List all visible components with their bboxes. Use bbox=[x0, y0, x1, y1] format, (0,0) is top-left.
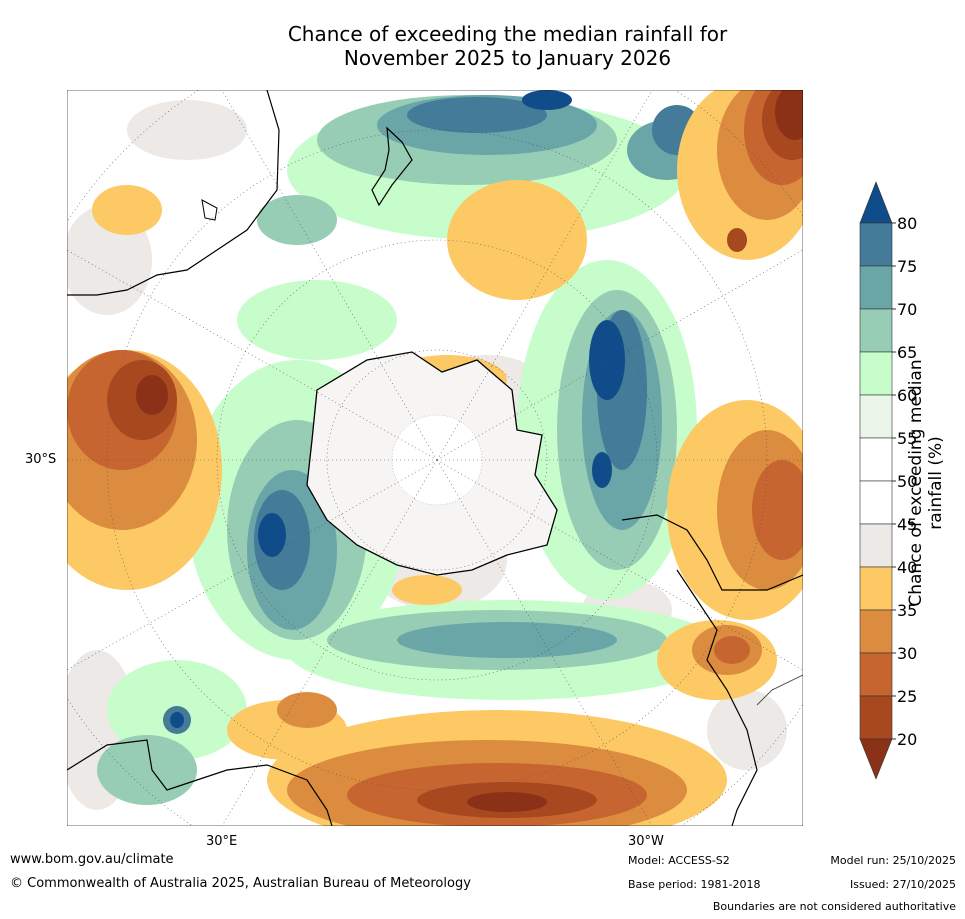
new-zealand bbox=[371, 126, 413, 207]
colorbar-segment-65-70 bbox=[859, 308, 893, 353]
footer-url[interactable]: www.bom.gov.au/climate bbox=[10, 852, 174, 867]
colorbar-segment-30-35 bbox=[859, 609, 893, 654]
colorbar-tick-label-60: 60 bbox=[897, 386, 917, 405]
rainfall-map bbox=[67, 90, 803, 826]
colorbar-arrow-bottom bbox=[859, 738, 893, 780]
madagascar bbox=[201, 199, 218, 221]
colorbar-tick-label-65: 65 bbox=[897, 343, 917, 362]
lon-label-30w: 30°W bbox=[628, 834, 664, 849]
colorbar-arrow-top bbox=[859, 181, 893, 224]
colorbar-segment-20-25 bbox=[859, 695, 893, 740]
colorbar-tick-label-30: 30 bbox=[897, 644, 917, 663]
lat-label-30s: 30°S bbox=[25, 452, 57, 467]
colorbar-segment-35-40 bbox=[859, 566, 893, 611]
colorbar-tick-label-75: 75 bbox=[897, 257, 917, 276]
south-america-east bbox=[756, 674, 803, 706]
australia-coast bbox=[67, 739, 333, 826]
map-title: Chance of exceeding the median rainfall … bbox=[60, 22, 955, 70]
lon-label-30e: 30°E bbox=[206, 834, 238, 849]
colorbar-tick-label-25: 25 bbox=[897, 687, 917, 706]
footer-disclaimer: Boundaries are not considered authoritat… bbox=[712, 900, 956, 913]
wetter-dark-blue bbox=[170, 90, 625, 728]
colorbar-tick-label-70: 70 bbox=[897, 300, 917, 319]
footer-base-period: Base period: 1981-2018 bbox=[628, 878, 761, 891]
colorbar-segment-45-50 bbox=[859, 480, 893, 525]
colorbar-tick-label-35: 35 bbox=[897, 601, 917, 620]
footer-copyright: © Commonwealth of Australia 2025, Austra… bbox=[10, 876, 471, 891]
colorbar-tick-label-45: 45 bbox=[897, 515, 917, 534]
colorbar-segment-70-75 bbox=[859, 265, 893, 310]
colorbar-segment-25-30 bbox=[859, 652, 893, 697]
africa-coast bbox=[67, 90, 280, 296]
south-america-south bbox=[676, 569, 758, 826]
colorbar-tick-label-80: 80 bbox=[897, 214, 917, 233]
colorbar-title: Chance of exceeding median rainfall (%) bbox=[906, 359, 946, 607]
footer-issued: Issued: 27/10/2025 bbox=[849, 878, 956, 891]
colorbar-segment-60-65 bbox=[859, 351, 893, 396]
colorbar-segment-55-60 bbox=[859, 394, 893, 439]
colorbar: 80 75 70 65 60 55 50 45 40 35 30 25 20 bbox=[859, 181, 917, 780]
colorbar-tick-label-50: 50 bbox=[897, 472, 917, 491]
south-america-coast bbox=[621, 514, 803, 591]
colorbar-tick-label-40: 40 bbox=[897, 558, 917, 577]
title-line-2: November 2025 to January 2026 bbox=[343, 46, 672, 70]
drier-dark-brown bbox=[136, 90, 803, 812]
colorbar-tick-label-55: 55 bbox=[897, 429, 917, 448]
footer-model-run: Model run: 25/10/2025 bbox=[830, 854, 956, 867]
colorbar-tick-label-20: 20 bbox=[897, 730, 917, 749]
colorbar-segment-40-45 bbox=[859, 523, 893, 568]
colorbar-segment-75-80 bbox=[859, 222, 893, 267]
colorbar-segment-50-55 bbox=[859, 437, 893, 482]
title-line-1: Chance of exceeding the median rainfall … bbox=[287, 22, 728, 46]
graticule bbox=[67, 90, 803, 826]
footer-model: Model: ACCESS-S2 bbox=[628, 854, 730, 867]
